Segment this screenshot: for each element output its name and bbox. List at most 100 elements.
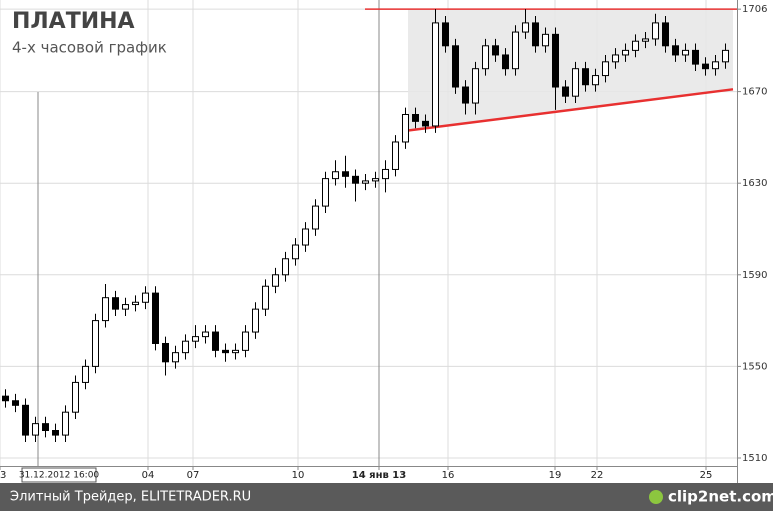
candle-body <box>162 342 169 363</box>
grid <box>0 0 737 466</box>
x-tick-label: 25 <box>700 470 713 481</box>
candle-body <box>632 40 639 51</box>
candle-body <box>722 49 729 63</box>
candle-body <box>372 178 379 182</box>
candle-body <box>392 141 399 170</box>
candle-body <box>572 68 579 97</box>
candle-body <box>442 22 449 47</box>
candle-body <box>152 292 159 344</box>
candle-body <box>172 352 179 363</box>
chart-subtitle: 4-х часовой график <box>12 39 167 57</box>
candle-body <box>652 22 659 40</box>
candle-body <box>462 86 469 104</box>
candle-body <box>332 171 339 180</box>
annotations <box>408 9 733 131</box>
candle-body <box>482 45 489 70</box>
y-tick-label: 1510 <box>742 453 767 464</box>
candle-body <box>592 75 599 86</box>
candle-body <box>432 22 439 127</box>
candle-body <box>252 308 259 333</box>
candle-body <box>582 68 589 86</box>
candle-body <box>622 49 629 56</box>
candle-body <box>502 54 509 70</box>
candle-body <box>672 45 679 56</box>
candle-body <box>602 61 609 77</box>
cursor-label-box <box>21 467 97 483</box>
candle-body <box>42 423 49 432</box>
plot <box>2 8 737 442</box>
candle-body <box>12 400 19 406</box>
candle-body <box>22 404 29 436</box>
candle-body <box>232 349 239 354</box>
x-tick-label: 16 <box>442 470 455 481</box>
candle-body <box>682 49 689 56</box>
candle-body <box>322 178 329 207</box>
trend-line <box>407 88 734 132</box>
candle-body <box>492 45 499 56</box>
candle-body <box>262 285 269 310</box>
candle-body <box>692 49 699 65</box>
candle-body <box>422 120 429 127</box>
candle-body <box>522 22 529 33</box>
candle-body <box>662 22 669 47</box>
candle-body <box>62 411 69 436</box>
y-tick-label: 1706 <box>742 4 767 15</box>
candle-body <box>122 304 129 310</box>
axes: 1510 1550 1590 1630 1670 1706 3 04 07 10 14 янв 13… <box>0 4 767 483</box>
x-tick-label: 07 <box>187 470 200 481</box>
candle-body <box>92 320 99 367</box>
footer-bar <box>0 483 773 511</box>
candle-body <box>242 331 249 351</box>
candle-body <box>202 331 209 338</box>
logo-icon <box>649 490 663 504</box>
candle-body <box>212 331 219 351</box>
candle-body <box>562 86 569 97</box>
candle-body <box>612 54 619 63</box>
candle-body <box>452 45 459 88</box>
candle-body <box>552 33 559 88</box>
candle-body <box>102 297 109 322</box>
candle-body <box>112 297 119 310</box>
logo-text: clip2net.com <box>668 488 773 506</box>
shaded-triangle <box>408 9 733 131</box>
candle-body <box>412 113 419 122</box>
candle-body <box>352 175 359 184</box>
candle-body <box>142 292 149 303</box>
y-tick-label: 1670 <box>742 87 767 98</box>
x-tick-label: 10 <box>292 470 305 481</box>
candle-body <box>72 381 79 413</box>
footer-text: Элитный Трейдер, ELITETRADER.RU <box>10 490 251 505</box>
candle-body <box>312 205 319 230</box>
candle-body <box>82 365 89 383</box>
candle-body <box>222 349 229 354</box>
candle-body <box>542 33 549 47</box>
chart-title: ПЛАТИНА <box>12 9 135 34</box>
candle-body <box>362 180 369 184</box>
candle-body <box>342 171 349 177</box>
candle-body <box>642 38 649 42</box>
y-tick-label: 1630 <box>742 178 767 189</box>
candle-body <box>282 258 289 276</box>
candle-body <box>512 31 519 70</box>
candle-body <box>472 68 479 104</box>
x-tick-label: 3 <box>0 470 6 481</box>
x-tick-label: 19 <box>549 470 562 481</box>
y-tick-label: 1550 <box>742 361 767 372</box>
candle-body <box>532 22 539 47</box>
candle-body <box>132 301 139 306</box>
candle-body <box>402 113 409 143</box>
x-tick-label: 14 янв 13 <box>352 470 406 481</box>
candle-body <box>2 395 9 402</box>
x-tick-label: 04 <box>142 470 155 481</box>
candle-body <box>292 244 299 260</box>
candle-body <box>182 340 189 354</box>
candle-body <box>302 228 309 246</box>
candle-body <box>272 274 279 287</box>
candle-body <box>712 61 719 70</box>
candle-body <box>702 63 709 70</box>
candle-body <box>32 423 39 436</box>
candle-body <box>52 430 59 436</box>
x-tick-label: 22 <box>591 470 604 481</box>
candle-body <box>192 336 199 342</box>
